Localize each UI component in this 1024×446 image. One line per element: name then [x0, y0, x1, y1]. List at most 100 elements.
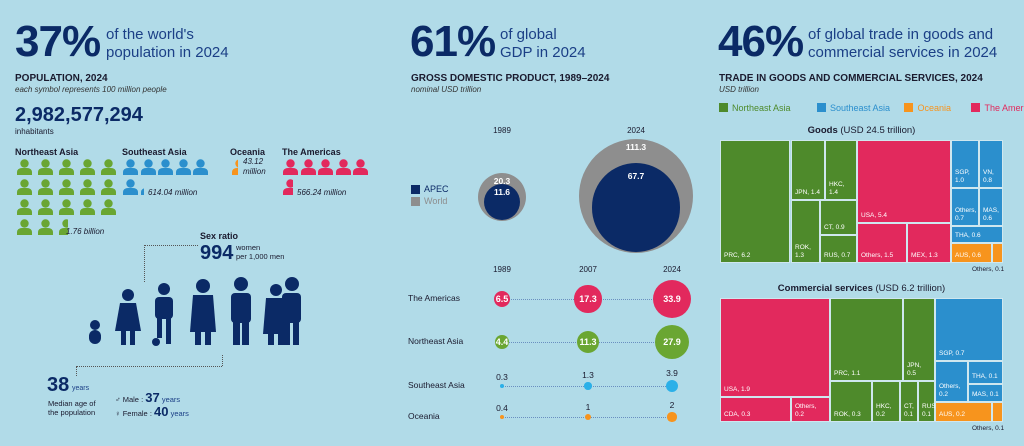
treemap-cell-label: CT0.9 — [824, 224, 845, 232]
southeast-asia-population-value: 614.04 million — [148, 188, 198, 197]
sex-ratio-value: 994 — [200, 242, 234, 264]
apec-gdp-bubble — [483, 183, 521, 221]
treemap-cell-name: MAS — [983, 207, 999, 214]
treemap-cell-label: SGP1.0 — [955, 169, 975, 185]
treemap-cell-name: AUS — [939, 411, 956, 418]
treemap-outside-label: Others0.1 — [972, 266, 1004, 273]
treemap-cell-name: SGP — [955, 169, 970, 176]
person-icon — [17, 179, 32, 195]
gdp-dot-value: 4.4 — [495, 336, 509, 347]
treemap-cell-name: AUS — [955, 252, 972, 259]
treemap-cell: VN0.8 — [979, 140, 1003, 188]
person-icon — [193, 159, 208, 175]
treemap-cell-name: USA — [861, 212, 878, 219]
man-figure-icon — [231, 277, 251, 345]
timeline-year-label: 1989 — [493, 265, 511, 274]
treemap-cell-name: HKC — [876, 403, 892, 410]
population-title: POPULATION, 2024 — [15, 73, 108, 84]
goods-title: Goods — [807, 125, 838, 136]
male-median-age-value: 37 — [145, 390, 160, 405]
legend-swatch — [816, 103, 826, 112]
sex-ratio-label: Sex ratio — [200, 231, 239, 241]
person-icon — [140, 179, 144, 195]
treemap-outside-label: Others0.1 — [972, 425, 1004, 432]
treemap-cell-name: THA — [955, 232, 972, 239]
gdp-dot-value: 3.9 — [666, 367, 678, 378]
person-icon — [123, 179, 138, 195]
person-icon — [158, 159, 173, 175]
timeline-region-label: Oceania — [408, 411, 440, 421]
treemap-cell-value: 0.2 — [876, 411, 886, 418]
treemap-cell: USA1.9 — [720, 298, 830, 397]
treemap-cell-label: Others0.2 — [939, 383, 964, 399]
treemap-cell-value: 1.4 — [810, 189, 820, 196]
oceania-population-value: 43.12 — [243, 157, 264, 166]
treemap-cell: AUS0.6 — [951, 243, 992, 263]
person-icon — [232, 159, 239, 175]
person-icon — [123, 159, 138, 175]
treemap-cell-label: CDA0.3 — [724, 411, 750, 419]
treemap-cell-value: 1.3 — [928, 252, 938, 259]
person-icon — [80, 179, 95, 195]
northeast-asia-population-value: 1.76 billion — [66, 227, 105, 236]
treemap-cell-value: 0.3 — [851, 411, 861, 418]
timeline-region-label: Southeast Asia — [408, 380, 465, 390]
gdp-dot: 11.3 — [577, 331, 599, 353]
apec-gdp-value: 11.6 — [493, 186, 511, 197]
person-icon — [38, 199, 53, 215]
treemap-cell-label: RUS0.1 — [922, 403, 938, 419]
treemap-cell-label: RUS0.7 — [824, 252, 850, 260]
treemap-cell: Others0.2 — [791, 397, 830, 422]
female-median-age: ♀ Female : 40 years — [115, 404, 189, 419]
gdp-title: GROSS DOMESTIC PRODUCT, 1989–2024 — [411, 73, 610, 84]
treemap-cell-name: Others — [955, 207, 976, 214]
population-headline-text-1: of the world's — [106, 26, 194, 43]
trade-title: TRADE IN GOODS AND COMMERCIAL SERVICES, … — [719, 73, 983, 84]
person-icon — [59, 179, 74, 195]
apec-gdp-value: 67.7 — [627, 171, 645, 182]
gdp-dot-value: 33.9 — [663, 293, 681, 304]
treemap-cell-value: 0.7 — [841, 252, 851, 259]
gdp-headline-text-1: of global — [500, 26, 557, 43]
treemap-cell-name: CDA — [724, 411, 741, 418]
treemap-cell: Others1.5 — [857, 223, 907, 263]
treemap-cell-name: MAS — [972, 391, 990, 398]
population-total-label: inhabitants — [15, 127, 54, 136]
treemap-cell: JPN0.5 — [903, 298, 935, 381]
gdp-dot-value: 0.3 — [496, 372, 508, 382]
treemap-cell-value: 0.1 — [995, 266, 1005, 273]
treemap-cell: RUS0.7 — [820, 235, 857, 263]
legend-southeast-asia: Southeast Asia — [816, 103, 890, 113]
connector-line — [144, 245, 198, 246]
person-icon — [17, 199, 32, 215]
treemap-cell-value: 1.1 — [851, 370, 861, 377]
treemap-cell-value: 0.8 — [983, 177, 993, 184]
treemap-cell: THA0.1 — [968, 361, 1003, 384]
treemap-cell-name: THA — [972, 373, 989, 380]
population-headline-text-2: population in 2024 — [106, 44, 229, 61]
treemap-cell-value: 0.2 — [795, 411, 805, 418]
person-icon — [318, 159, 333, 175]
trade-headline-text-2: commercial services in 2024 — [808, 44, 998, 61]
female-median-age-value: 40 — [154, 404, 169, 419]
treemap-cell-label: Others0.7 — [955, 207, 976, 223]
gdp-subtitle: nominal USD trillion — [411, 85, 482, 94]
person-icon — [101, 159, 116, 175]
services-title: Commercial services — [777, 283, 873, 294]
median-age-label-1: Median age of — [48, 399, 96, 408]
treemap-cell-value: 1.5 — [884, 252, 894, 259]
sex-ratio-unit-1: women — [236, 243, 261, 252]
trade-headline-pct: 46% — [718, 17, 804, 66]
treemap-cell: PRC1.1 — [830, 298, 903, 381]
connector-line — [76, 366, 222, 367]
person-icon — [353, 159, 368, 175]
treemap-cell-name: CT — [904, 403, 914, 410]
person-icon — [300, 159, 316, 175]
treemap-cell-label: AUS0.2 — [939, 411, 965, 419]
treemap-cell-label: ROK1.3 — [795, 244, 816, 260]
legend-swatch-world — [411, 196, 420, 206]
median-age-label-2: the population — [48, 408, 96, 417]
treemap-cell-name: JPN — [907, 362, 921, 369]
timeline-year-label: 2007 — [579, 265, 597, 274]
treemap-cell: MEX1.3 — [907, 223, 951, 263]
